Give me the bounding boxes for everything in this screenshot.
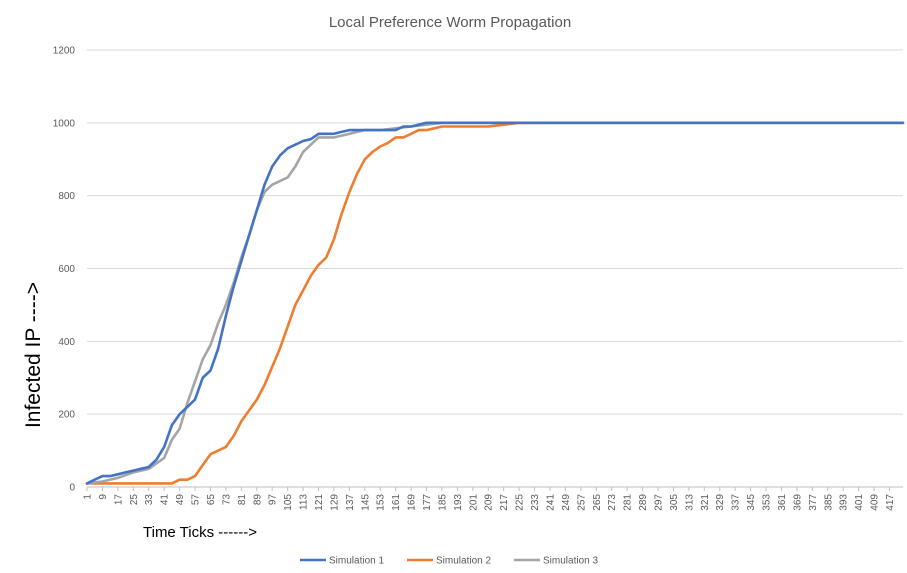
- x-tick-label: 337: [731, 494, 742, 511]
- x-tick-label: 81: [237, 494, 248, 506]
- x-tick-label: 137: [345, 494, 356, 511]
- series-line-1: [85, 121, 905, 485]
- y-tick-label: 600: [58, 264, 75, 275]
- y-tick-label: 200: [58, 410, 75, 421]
- x-tick-label: 401: [854, 494, 865, 511]
- legend-label-1: Simulation 1: [329, 556, 384, 567]
- x-tick-label: 1: [83, 494, 94, 500]
- y-tick-label: 0: [69, 483, 75, 494]
- x-tick-label: 129: [329, 494, 340, 511]
- x-tick-label: 313: [684, 494, 695, 511]
- x-tick-label: 33: [144, 494, 155, 506]
- x-tick-label: 9: [98, 494, 109, 500]
- x-tick-label: 377: [808, 494, 819, 511]
- x-tick-label: 265: [592, 494, 603, 511]
- x-tick-label: 145: [360, 494, 371, 511]
- x-tick-label: 329: [715, 494, 726, 511]
- series-line-2: [85, 121, 905, 485]
- x-tick-label: 385: [823, 494, 834, 511]
- x-tick-label: 41: [160, 494, 171, 506]
- x-tick-label: 273: [607, 494, 618, 511]
- x-tick-label: 89: [252, 494, 263, 506]
- x-tick-labels: 1 9 17 25 33 41 49 57 65 73 81 89 97 105 113 121 129 137 1…: [83, 487, 896, 511]
- x-tick-label: 305: [669, 494, 680, 511]
- x-tick-label: 321: [700, 494, 711, 511]
- x-tick-label: 233: [530, 494, 541, 511]
- x-tick-label: 65: [206, 494, 217, 506]
- x-tick-label: 281: [623, 494, 634, 511]
- x-tick-label: 289: [638, 494, 649, 511]
- legend-label-2: Simulation 2: [436, 556, 491, 567]
- x-tick-label: 73: [221, 494, 232, 506]
- x-tick-label: 369: [792, 494, 803, 511]
- x-tick-label: 225: [515, 494, 526, 511]
- chart-title: Local Preference Worm Propagation: [329, 14, 571, 31]
- x-axis-label: Time Ticks ------>: [143, 524, 257, 541]
- x-tick-label: 185: [437, 494, 448, 511]
- x-tick-label: 417: [885, 494, 896, 511]
- x-tick-label: 241: [545, 494, 556, 511]
- y-axis-label: Infected IP ---->: [22, 282, 45, 428]
- x-tick-label: 153: [376, 494, 387, 511]
- x-tick-label: 249: [561, 494, 572, 511]
- x-tick-label: 217: [499, 494, 510, 511]
- x-tick-label: 169: [407, 494, 418, 511]
- series-lines: [85, 121, 905, 485]
- legend-label-3: Simulation 3: [543, 556, 598, 567]
- x-tick-label: 297: [654, 494, 665, 511]
- x-tick-label: 25: [129, 494, 140, 506]
- x-tick-label: 257: [576, 494, 587, 511]
- legend: Simulation 1 Simulation 2 Simulation 3: [300, 556, 598, 567]
- y-tick-label: 1200: [53, 46, 76, 57]
- x-tick-label: 345: [746, 494, 757, 511]
- x-tick-label: 393: [839, 494, 850, 511]
- x-tick-label: 161: [391, 494, 402, 511]
- x-tick-label: 209: [484, 494, 495, 511]
- x-tick-label: 409: [870, 494, 881, 511]
- x-tick-label: 17: [113, 494, 124, 506]
- x-tick-label: 177: [422, 494, 433, 511]
- y-tick-label: 400: [58, 337, 75, 348]
- y-tick-labels: 0 200 400 600 800 1000 1200: [53, 46, 76, 494]
- x-tick-label: 57: [191, 494, 202, 506]
- x-tick-label: 97: [268, 494, 279, 506]
- x-tick-label: 113: [299, 494, 310, 510]
- x-tick-label: 121: [314, 494, 325, 511]
- x-tick-label: 49: [175, 494, 186, 506]
- y-tick-label: 1000: [53, 118, 76, 129]
- x-tick-label: 193: [453, 494, 464, 511]
- x-tick-label: 353: [762, 494, 773, 511]
- y-tick-label: 800: [58, 191, 75, 202]
- x-tick-label: 105: [283, 494, 294, 511]
- x-tick-label: 361: [777, 494, 788, 511]
- x-tick-label: 201: [468, 494, 479, 511]
